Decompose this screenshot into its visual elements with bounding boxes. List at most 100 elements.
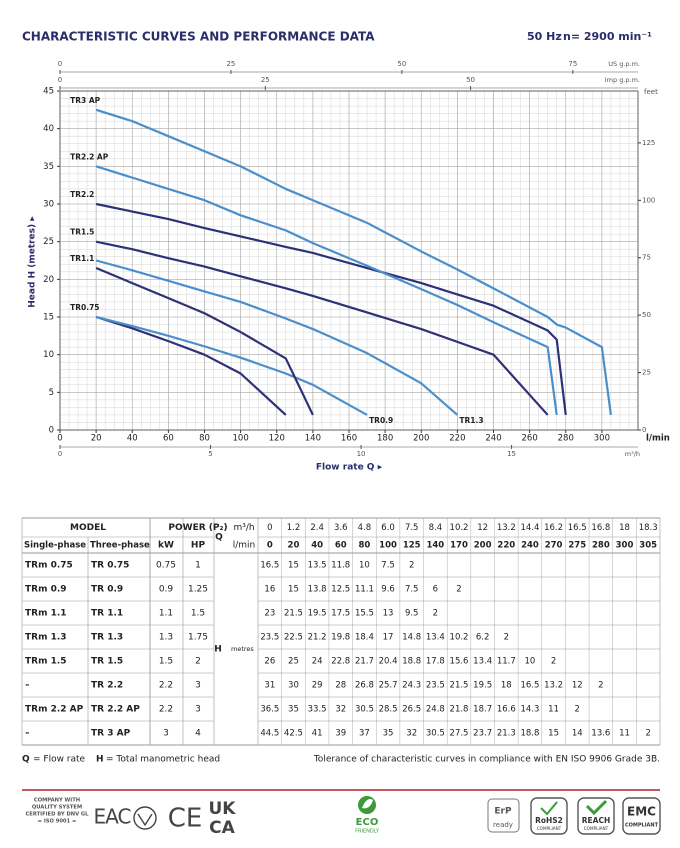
x4-tick-label: 10 <box>357 450 366 458</box>
td: 22.5 <box>284 633 303 643</box>
td: 200 <box>474 541 492 551</box>
td: 1.5 <box>191 609 205 619</box>
td: 305 <box>639 541 657 551</box>
x-unit: l/min <box>646 434 670 444</box>
cert-mark <box>137 813 153 827</box>
cert-erp: ready <box>493 821 513 829</box>
td: 18 <box>501 681 512 691</box>
x-tick-label: 140 <box>305 434 321 444</box>
td: 10.2 <box>450 523 469 533</box>
td: 18.7 <box>473 705 492 715</box>
cert-eco: FRIENDLY <box>355 829 380 835</box>
y2-tick-label: 100 <box>642 196 655 204</box>
td: 3 <box>195 705 201 715</box>
td: 35 <box>383 729 394 739</box>
td: 11 <box>548 705 559 715</box>
y-tick-label: 45 <box>43 87 54 97</box>
x3-tick-label: 25 <box>261 76 270 84</box>
td: 21.2 <box>308 633 327 643</box>
td: 8.4 <box>429 523 443 533</box>
cert-emc: EMC <box>627 805 656 819</box>
td: 26.8 <box>355 681 374 691</box>
td: 2.4 <box>310 523 324 533</box>
x-tick-label: 180 <box>377 434 393 444</box>
th: Single-phase <box>24 541 86 551</box>
td: 11.7 <box>497 657 516 667</box>
td: 6 <box>433 585 438 595</box>
td: 13.2 <box>497 523 516 533</box>
td: 2 <box>645 729 650 739</box>
td: 0.9 <box>159 585 174 595</box>
td: 13.8 <box>308 585 327 595</box>
x2-tick-label: 50 <box>397 60 406 68</box>
td: 18.4 <box>355 633 374 643</box>
th: kW <box>158 541 174 551</box>
td: 0 <box>267 523 272 533</box>
td: 7.5 <box>405 585 419 595</box>
td: 3 <box>163 729 169 739</box>
td: 10 <box>359 561 370 571</box>
td: 2.2 <box>159 705 173 715</box>
td: 31 <box>264 681 275 691</box>
td: 60 <box>335 541 347 551</box>
cert-eac: EAC <box>94 805 131 829</box>
cert-ce: CE <box>168 804 203 834</box>
cert-text: CERTIFIED BY DNV GL <box>26 812 90 818</box>
td: 100 <box>379 541 397 551</box>
th: MODEL <box>70 523 106 533</box>
curve-label: TR2.2 AP <box>70 152 109 161</box>
td: 28.5 <box>379 705 398 715</box>
td: 12 <box>477 523 488 533</box>
td: 15.5 <box>355 609 374 619</box>
td: 20.4 <box>379 657 398 667</box>
td: 11.8 <box>331 561 350 571</box>
td: 2 <box>409 561 414 571</box>
td: 25 <box>288 657 299 667</box>
note: H <box>96 755 104 765</box>
note: = Flow rate <box>33 755 86 765</box>
y-tick-label: 15 <box>43 313 54 323</box>
curve-label: TR2.2 <box>70 190 94 199</box>
curve-label: TR1.3 <box>459 416 483 425</box>
cert-reach: REACH <box>582 816 610 825</box>
td: 16.5 <box>260 561 279 571</box>
td: 35 <box>288 705 299 715</box>
td: 32 <box>406 729 417 739</box>
td: 14 <box>572 729 583 739</box>
td: 10.2 <box>450 633 469 643</box>
y-tick-label: 0 <box>49 426 54 436</box>
badge <box>622 797 661 835</box>
td: 26 <box>264 657 275 667</box>
td: 2 <box>504 633 509 643</box>
td: 15 <box>288 561 299 571</box>
cert-text: = ISO 9001 = <box>38 819 77 825</box>
x3-tick-label: 50 <box>466 76 475 84</box>
y-tick-label: 30 <box>43 200 54 210</box>
td: TR 0.9 <box>91 585 123 595</box>
td: 240 <box>521 541 539 551</box>
td: 29 <box>312 681 323 691</box>
td: 1.75 <box>188 633 208 643</box>
y2-axis-label: feet <box>644 88 658 96</box>
td: 13.2 <box>544 681 563 691</box>
td: 30 <box>288 681 299 691</box>
td: TRm 1.1 <box>25 609 67 619</box>
cert-rohs: COMPLIANT <box>537 826 562 831</box>
x2-tick-label: 0 <box>58 60 62 68</box>
td: TRm 1.3 <box>25 633 67 643</box>
curve <box>95 267 314 416</box>
td: 14.4 <box>520 523 539 533</box>
td: 1.25 <box>188 585 208 595</box>
x-tick-label: 300 <box>594 434 610 444</box>
td: 15.6 <box>450 657 469 667</box>
td: 42.5 <box>284 729 303 739</box>
td: 16.5 <box>520 681 539 691</box>
eco-leaf <box>362 799 373 809</box>
cert-ukca: CA <box>209 818 235 838</box>
td: 16 <box>264 585 275 595</box>
td: 16.2 <box>544 523 563 533</box>
td: 13.5 <box>308 561 327 571</box>
td: 14.3 <box>520 705 539 715</box>
td: 16.6 <box>497 705 516 715</box>
